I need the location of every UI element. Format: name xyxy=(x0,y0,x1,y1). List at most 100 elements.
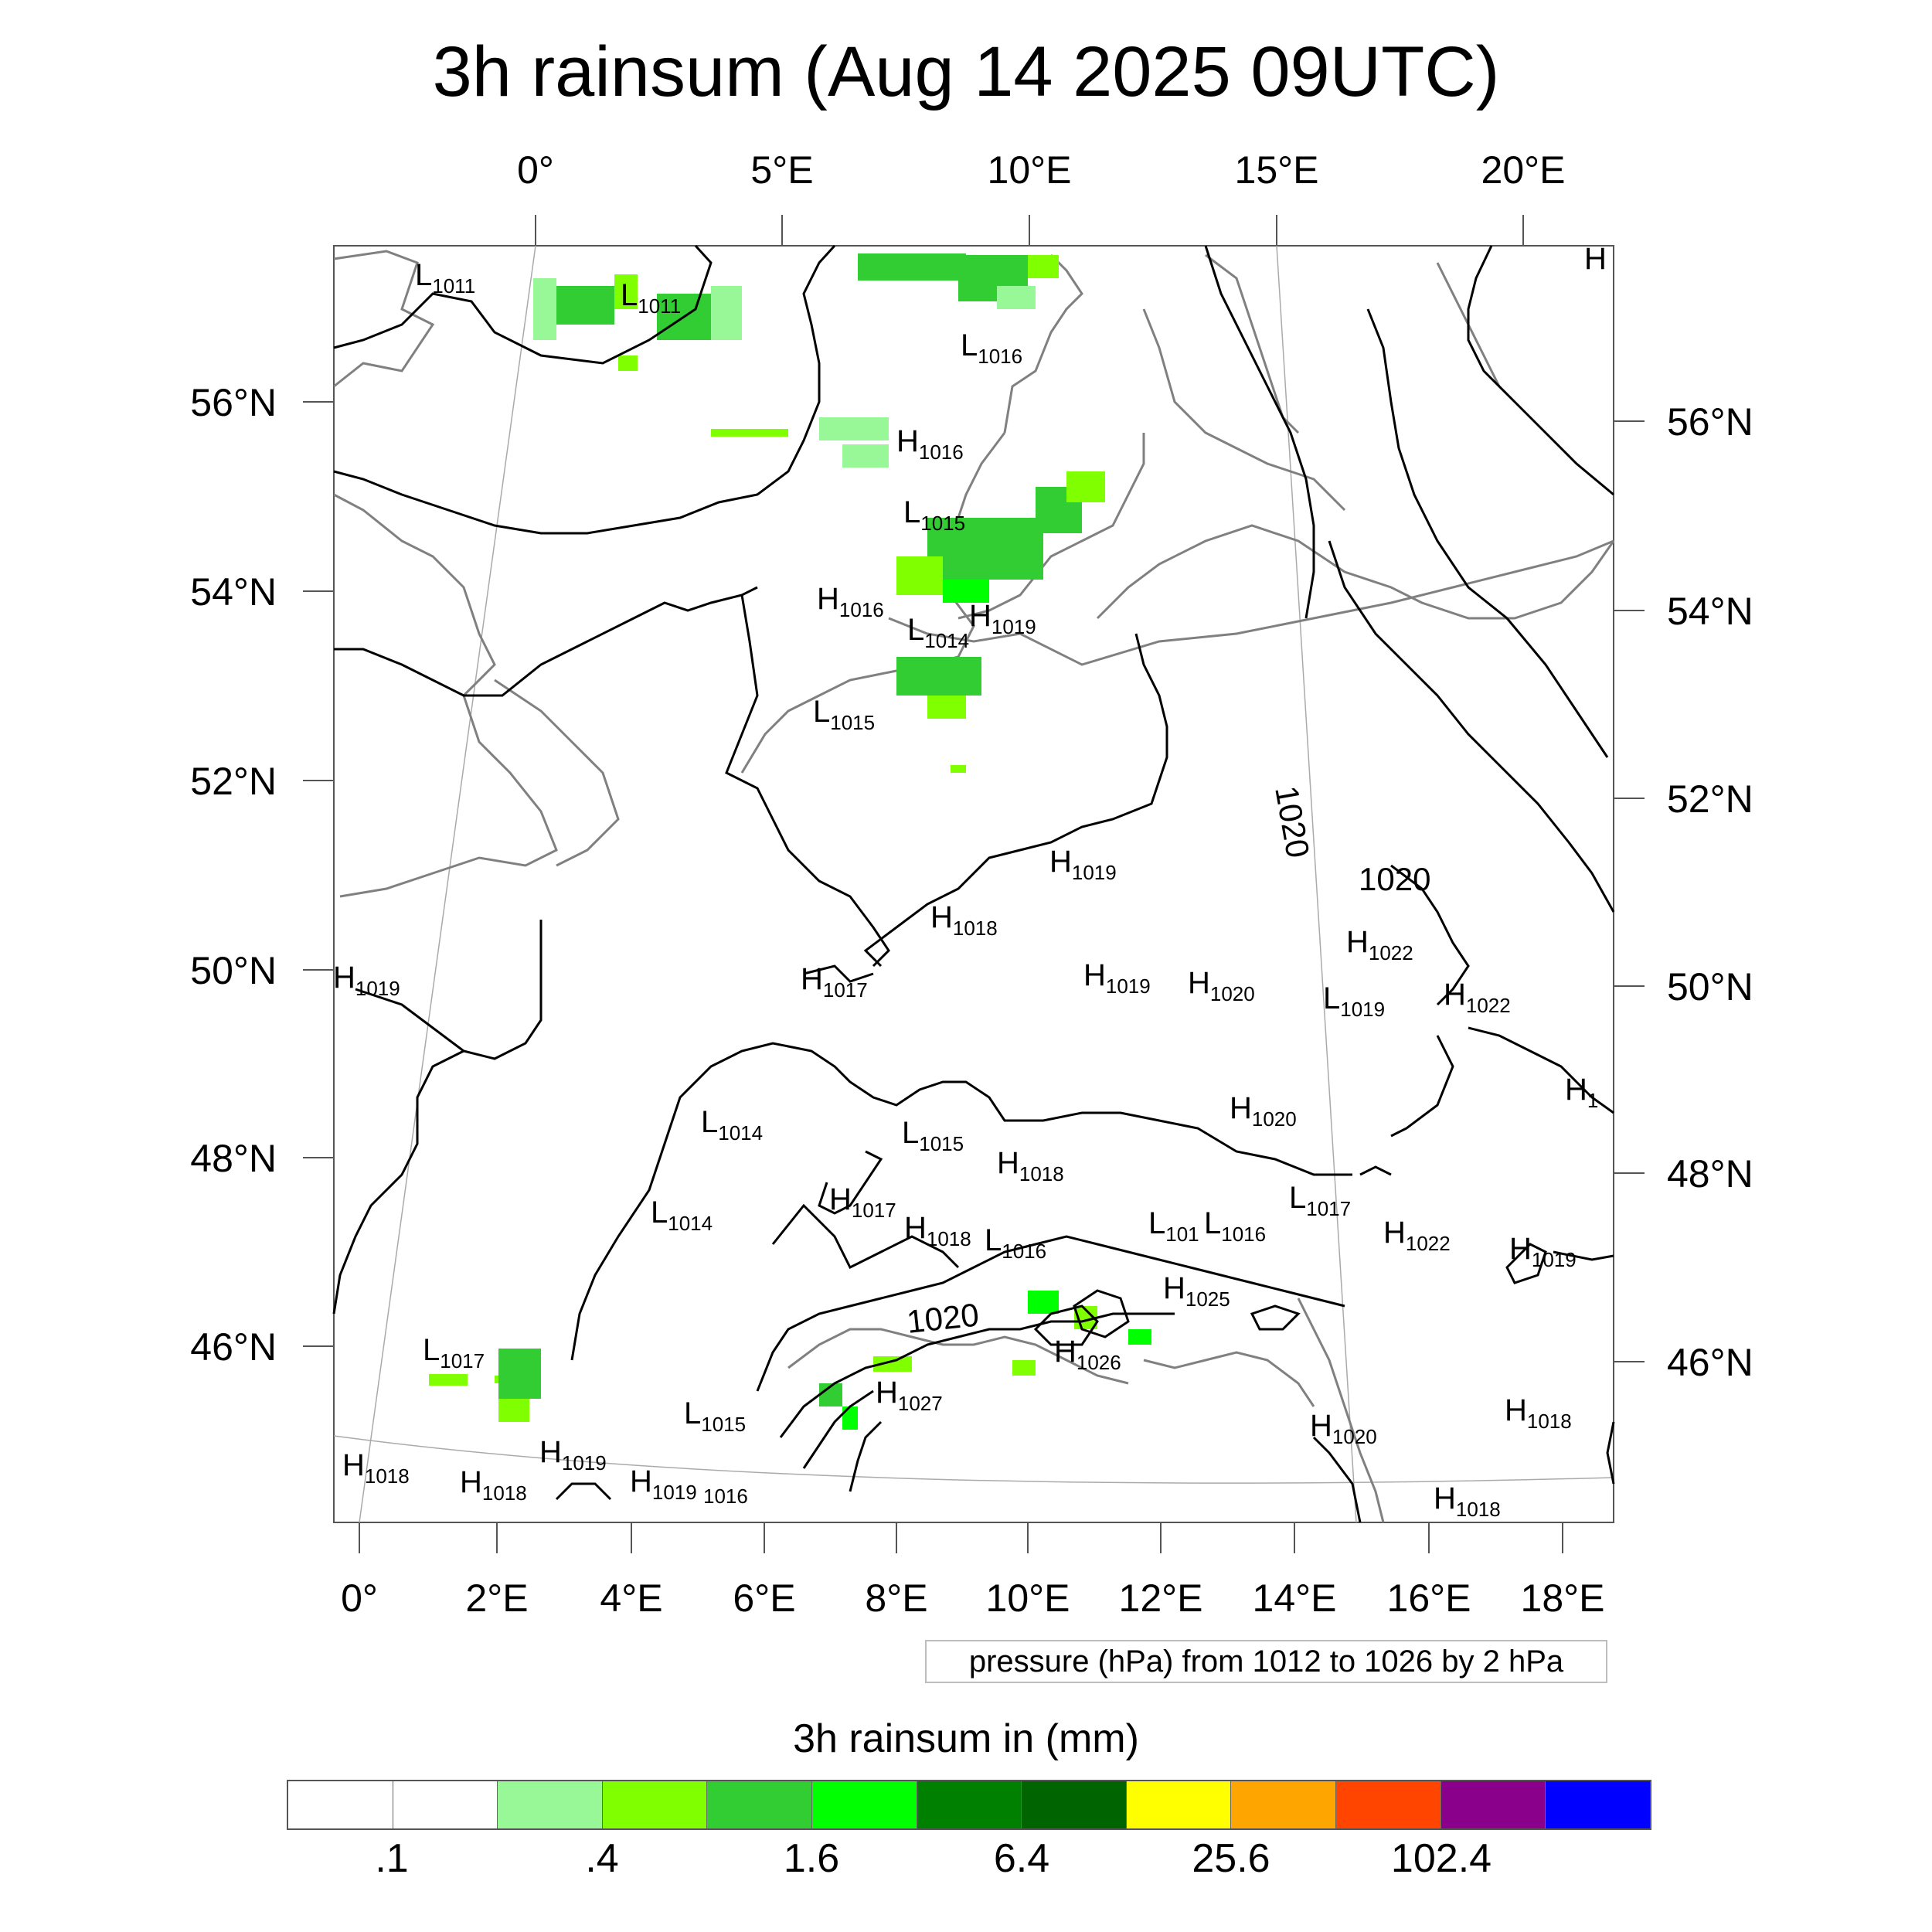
colorbar-segment xyxy=(812,1781,917,1828)
pressure-center-label: L1017 xyxy=(1289,1181,1351,1220)
pressure-contour-note: pressure (hPa) from 1012 to 1026 by 2 hP… xyxy=(925,1640,1607,1683)
colorbar-segment xyxy=(917,1781,1022,1828)
pressure-center-label: H1027 xyxy=(876,1376,943,1415)
bottom-tick-label: 8°E xyxy=(865,1577,927,1620)
bottom-tick-label: 12°E xyxy=(1119,1577,1203,1620)
colorbar-segment xyxy=(1231,1781,1337,1828)
pressure-center-label: H1019 xyxy=(1049,845,1117,884)
pressure-center-label: H1018 xyxy=(997,1146,1064,1185)
colorbar-segment xyxy=(1022,1781,1127,1828)
pressure-center-label: H1020 xyxy=(1188,966,1255,1005)
rain-skagerrak xyxy=(858,253,1059,309)
right-tick-label: 52°N xyxy=(1667,777,1753,821)
pressure-center-label: H1 xyxy=(1565,1073,1598,1112)
bottom-tick-label: 16°E xyxy=(1387,1577,1471,1620)
pressure-center-label: H1026 xyxy=(1054,1335,1121,1374)
pressure-center-label: H1018 xyxy=(1505,1393,1572,1433)
top-tick-label: 5°E xyxy=(750,148,813,192)
pressure-center-label: H1018 xyxy=(930,900,998,940)
pressure-center-label: L1015 xyxy=(903,495,965,535)
pressure-center-label: H1017 xyxy=(801,962,868,1002)
rain-jutland-west xyxy=(711,417,889,468)
pressure-center-label: L1014 xyxy=(907,613,969,652)
colorbar-segment xyxy=(1336,1781,1441,1828)
contour-label: 1020 xyxy=(1359,861,1430,897)
colorbar-label: 1.6 xyxy=(783,1836,840,1881)
colorbar-label: .4 xyxy=(585,1836,619,1881)
colorbar-label: 25.6 xyxy=(1192,1836,1270,1881)
pressure-center-label: H1019 xyxy=(333,961,400,1000)
colorbar-segment xyxy=(1126,1781,1232,1828)
top-tick-label: 15°E xyxy=(1235,148,1319,192)
graticule xyxy=(333,245,1614,1523)
left-tick-label: 56°N xyxy=(190,381,277,424)
pressure-center-label: H xyxy=(1584,242,1607,276)
legend-title: 3h rainsum in (mm) xyxy=(793,1716,1139,1761)
top-axis: 0° 5°E 10°E 15°E 20°E xyxy=(517,148,1565,246)
pressure-center-label: H1020 xyxy=(1310,1409,1377,1448)
colorbar-segment xyxy=(393,1781,498,1828)
left-tick-label: 52°N xyxy=(190,760,277,803)
colorbar-segment xyxy=(1546,1781,1650,1828)
pressure-center-label: L101 xyxy=(1148,1206,1199,1246)
pressure-center-label: H1020 xyxy=(1230,1091,1297,1131)
pressure-center-label: H1025 xyxy=(1163,1271,1230,1311)
pressure-center-label: H1018 xyxy=(1434,1481,1501,1521)
colorbar-segment xyxy=(288,1781,393,1828)
right-tick-label: 48°N xyxy=(1667,1152,1753,1196)
pressure-center-label: H1018 xyxy=(342,1448,410,1488)
bottom-tick-label: 18°E xyxy=(1521,1577,1605,1620)
contour-labels: 1020 1020 1020 xyxy=(905,783,1430,1340)
map-frame xyxy=(333,245,1614,1523)
pressure-center-label: L1017 xyxy=(423,1333,485,1372)
precipitation xyxy=(429,253,1151,1430)
pressure-center-label: 1016 xyxy=(703,1485,748,1508)
left-tick-label: 48°N xyxy=(190,1137,277,1180)
pressure-center-label: H1019 xyxy=(969,599,1036,638)
pressure-center-label: L1015 xyxy=(813,695,875,734)
map-title: 3h rainsum (Aug 14 2025 09UTC) xyxy=(432,32,1500,111)
left-tick-label: 54°N xyxy=(190,570,277,614)
colorbar-segment xyxy=(707,1781,813,1828)
pressure-center-label: H1019 xyxy=(630,1464,697,1504)
right-tick-label: 50°N xyxy=(1667,965,1753,1009)
right-axis: 56°N 54°N 52°N 50°N 48°N 46°N xyxy=(1614,400,1753,1384)
colorbar-segment xyxy=(498,1781,603,1828)
pressure-center-label: H1019 xyxy=(539,1435,607,1475)
pressure-center-label: L1014 xyxy=(651,1196,713,1235)
bottom-tick-label: 10°E xyxy=(986,1577,1070,1620)
pressure-center-label: L1011 xyxy=(621,278,681,318)
top-tick-label: 10°E xyxy=(988,148,1072,192)
bottom-tick-label: 6°E xyxy=(733,1577,795,1620)
left-axis: 56°N 54°N 52°N 50°N 48°N 46°N xyxy=(190,381,334,1369)
right-tick-label: 56°N xyxy=(1667,400,1753,444)
left-tick-label: 50°N xyxy=(190,949,277,992)
pressure-center-label: L1016 xyxy=(985,1223,1046,1263)
pressure-center-label: L1014 xyxy=(701,1105,763,1145)
colorbar-segment xyxy=(602,1781,708,1828)
pressure-center-label: L1016 xyxy=(961,328,1022,368)
bottom-axis: 0° 2°E 4°E 6°E 8°E 10°E 12°E 14°E 16°E 1… xyxy=(341,1522,1604,1620)
bottom-tick-label: 2°E xyxy=(465,1577,528,1620)
top-tick-label: 20°E xyxy=(1481,148,1566,192)
rain-france xyxy=(429,1349,541,1422)
pressure-centers: L1011 L1011 L1016 H1016 L1015 H1016 L101… xyxy=(333,242,1607,1521)
pressure-center-label: H1016 xyxy=(817,582,884,621)
colorbar-label: .1 xyxy=(375,1836,409,1881)
pressure-center-label: L1015 xyxy=(684,1396,746,1436)
rain-north-sea xyxy=(533,274,742,371)
pressure-center-label: H1018 xyxy=(460,1465,527,1505)
pressure-center-label: H1022 xyxy=(1383,1216,1451,1255)
right-tick-label: 54°N xyxy=(1667,590,1753,633)
pressure-center-label: L1011 xyxy=(415,258,475,298)
pressure-center-label: H1019 xyxy=(1509,1232,1577,1271)
pressure-center-label: H1019 xyxy=(1083,958,1151,998)
isobars xyxy=(332,244,1615,1523)
rain-denmark-band xyxy=(896,471,1105,773)
colorbar-label: 6.4 xyxy=(993,1836,1050,1881)
pressure-center-label: L1019 xyxy=(1323,981,1385,1021)
right-tick-label: 46°N xyxy=(1667,1341,1753,1384)
pressure-center-label: H1022 xyxy=(1444,978,1511,1017)
contour-label: 1020 xyxy=(905,1296,981,1340)
